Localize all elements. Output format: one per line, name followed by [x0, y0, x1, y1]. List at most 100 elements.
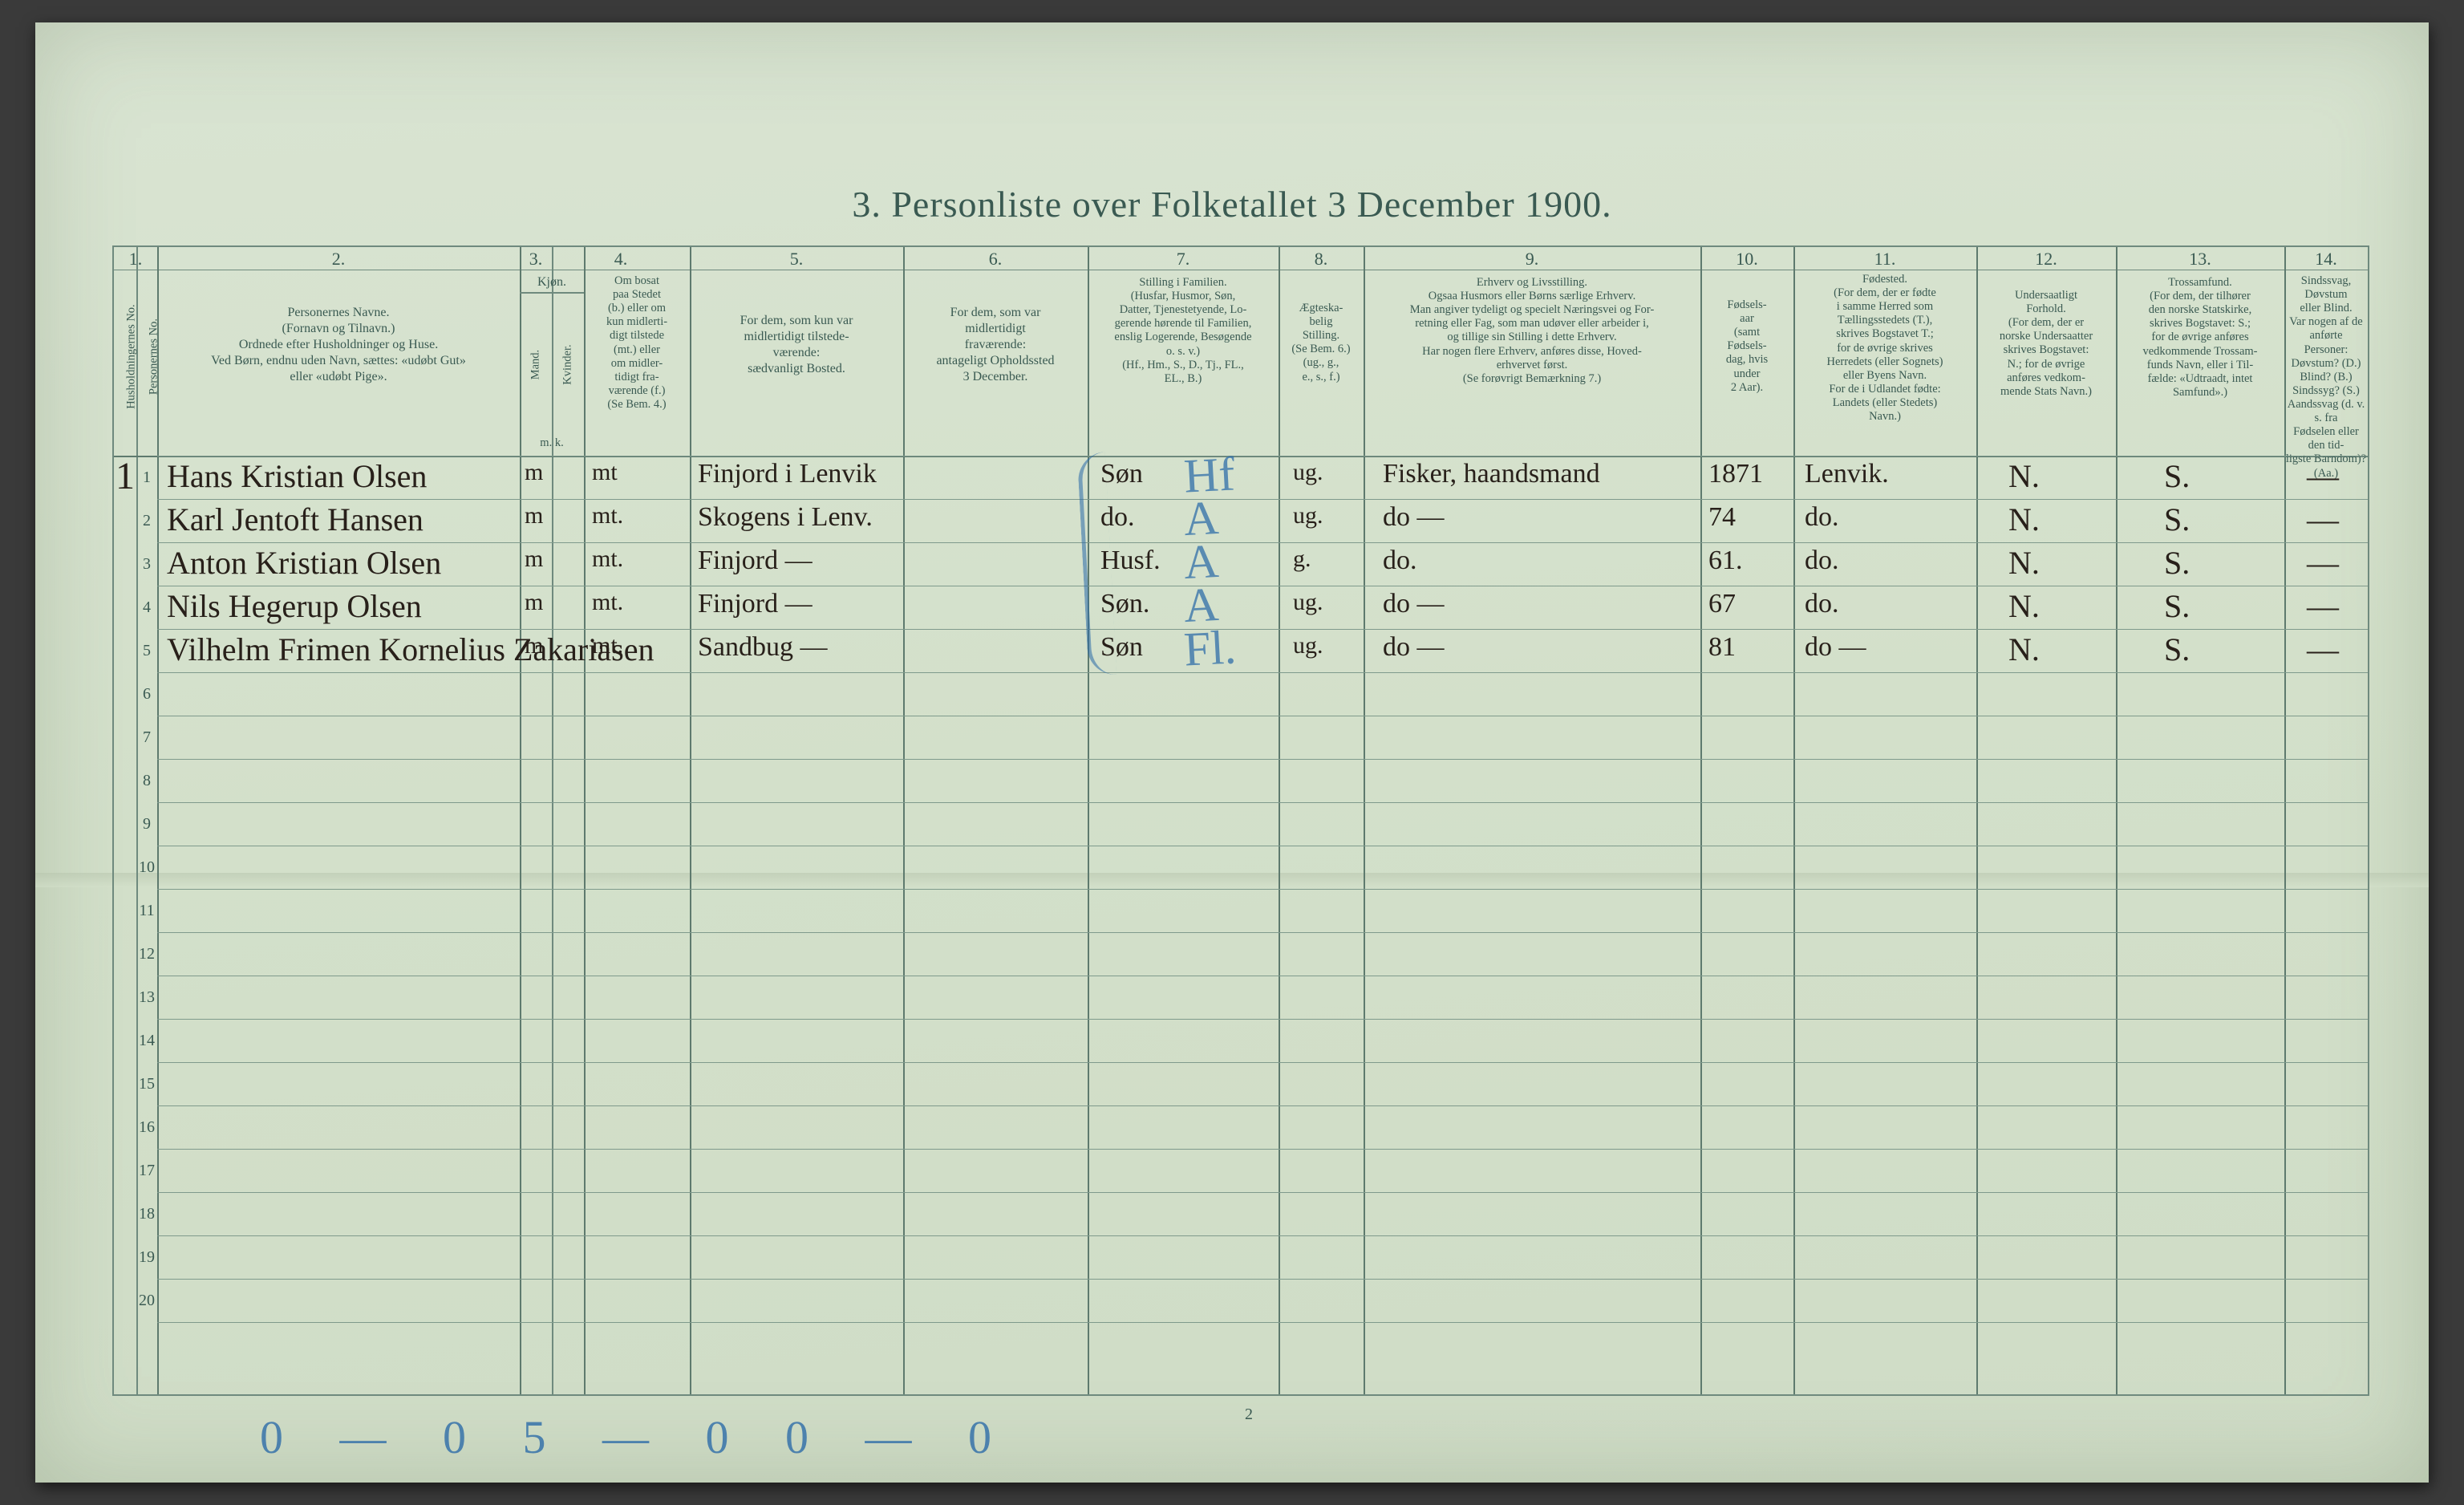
cell-name: Karl Jentoft Hansen — [167, 504, 424, 536]
cell-subject: N. — [2008, 634, 2040, 666]
cell-occupation: do. — [1383, 547, 1417, 574]
cell-sex_m: m — [525, 634, 543, 658]
column-header: Mand. — [529, 327, 542, 404]
cell-occupation: do — — [1383, 504, 1445, 531]
printed-row-number: 16 — [136, 1118, 157, 1137]
page-number: 2 — [1245, 1406, 1253, 1424]
cell-faith: S. — [2164, 547, 2190, 579]
header-band: Husholdningernes No.Personernes No.Perso… — [114, 270, 2368, 457]
cell-infirm: — — [2307, 504, 2339, 536]
cell-occupation: do — — [1383, 590, 1445, 618]
cell-marital: g. — [1293, 547, 1311, 571]
printed-row-number: 10 — [136, 858, 157, 877]
cell-subject: N. — [2008, 547, 2040, 579]
printed-row-number: 6 — [136, 685, 157, 704]
cell-faith: S. — [2164, 504, 2190, 536]
column-header: Sindssvag, Døvstum eller Blind. Var noge… — [2284, 274, 2368, 481]
cell-marital: ug. — [1293, 634, 1323, 658]
row-divider — [157, 1192, 2368, 1193]
crayon-tally: 0 — 0 5 — 0 0 — 0 — [260, 1410, 1014, 1464]
cell-subject: N. — [2008, 590, 2040, 623]
printed-row-number: 17 — [136, 1162, 157, 1180]
cell-birthplace: do. — [1805, 504, 1839, 531]
cell-birthplace: Lenvik. — [1805, 460, 1889, 488]
column-header: Kvinder. — [561, 327, 574, 404]
crayon-annotation: Fl. — [1182, 619, 1238, 677]
column-header: Fødested. (For dem, der er fødte i samme… — [1793, 273, 1976, 424]
cell-sex_m: m — [525, 504, 543, 528]
cell-temp_present: Skogens i Lenv. — [698, 504, 873, 531]
printed-row-number: 12 — [136, 945, 157, 963]
row-divider — [157, 1235, 2368, 1236]
cell-subject: N. — [2008, 504, 2040, 536]
cell-birthplace: do. — [1805, 590, 1839, 618]
column-header: For dem, som var midlertidigt fraværende… — [903, 305, 1088, 385]
cell-birthplace: do — — [1805, 634, 1866, 661]
row-divider — [157, 1019, 2368, 1020]
column-number: 6. — [903, 249, 1088, 268]
document-page: 3. Personliste over Folketallet 3 Decemb… — [35, 22, 2429, 1483]
column-number: 5. — [690, 249, 903, 268]
cell-resident: mt — [592, 460, 618, 485]
cell-marital: ug. — [1293, 590, 1323, 615]
cell-resident: mt. — [592, 590, 623, 615]
column-header: Erhverv og Livsstilling. Ogsaa Husmors e… — [1364, 276, 1700, 386]
printed-row-number: 8 — [136, 772, 157, 790]
row-divider — [157, 1322, 2368, 1323]
printed-row-number: 14 — [136, 1032, 157, 1050]
cell-occupation: Fisker, haandsmand — [1383, 460, 1600, 488]
cell-infirm: — — [2307, 634, 2339, 666]
cell-infirm: — — [2307, 460, 2339, 493]
row-divider — [157, 672, 2368, 673]
printed-row-number: 15 — [136, 1075, 157, 1093]
cell-name: Anton Kristian Olsen — [167, 547, 441, 579]
column-number: 7. — [1088, 249, 1279, 268]
column-number: 14. — [2284, 249, 2368, 268]
printed-row-number: 13 — [136, 988, 157, 1007]
column-header: Undersaatligt Forhold. (For dem, der er … — [1976, 289, 2116, 399]
row-divider — [157, 759, 2368, 760]
cell-temp_present: Finjord — — [698, 590, 813, 618]
row-divider — [157, 889, 2368, 890]
column-header: m. k. — [520, 436, 584, 450]
cell-marital: ug. — [1293, 460, 1323, 485]
column-header: Kjøn. — [520, 274, 584, 290]
column-header: Fødsels- aar (samt Fødsels- dag, hvis un… — [1700, 298, 1793, 395]
row-divider — [157, 1105, 2368, 1106]
cell-subject: N. — [2008, 460, 2040, 493]
column-header: Trossamfund. (For dem, der tilhører den … — [2116, 276, 2284, 400]
census-table: 1.2.3.4.5.6.7.8.9.10.11.12.13.14.Hushold… — [112, 245, 2369, 1396]
page-title: 3. Personliste over Folketallet 3 Decemb… — [35, 183, 2429, 225]
printed-row-number: 9 — [136, 815, 157, 834]
cell-birthyear: 61. — [1708, 547, 1743, 574]
column-header: Ægteska- belig Stilling. (Se Bem. 6.) (u… — [1279, 302, 1364, 384]
cell-occupation: do — — [1383, 634, 1445, 661]
column-number-row: 1.2.3.4.5.6.7.8.9.10.11.12.13.14. — [114, 247, 2368, 270]
column-number: 10. — [1700, 249, 1793, 268]
printed-row-number: 18 — [136, 1205, 157, 1223]
row-divider — [157, 1149, 2368, 1150]
printed-row-number: 11 — [136, 902, 157, 920]
cell-resident: mt. — [592, 504, 623, 528]
cell-infirm: — — [2307, 547, 2339, 579]
cell-name: Hans Kristian Olsen — [167, 460, 427, 493]
cell-birthyear: 67 — [1708, 590, 1736, 618]
cell-sex_m: m — [525, 547, 543, 571]
cell-hh: 1 — [116, 457, 135, 496]
row-divider — [157, 1062, 2368, 1063]
column-number: 4. — [552, 249, 690, 268]
cell-birthplace: do. — [1805, 547, 1839, 574]
column-number: 12. — [1976, 249, 2116, 268]
printed-row-number: 20 — [136, 1292, 157, 1310]
cell-infirm: — — [2307, 590, 2339, 623]
column-header: Personernes Navne. (Fornavn og Tilnavn.)… — [157, 305, 520, 385]
printed-row-number: 19 — [136, 1248, 157, 1267]
cell-resident: mt. — [592, 634, 623, 658]
cell-marital: ug. — [1293, 504, 1323, 528]
cell-temp_present: Finjord i Lenvik — [698, 460, 877, 488]
column-number: 13. — [2116, 249, 2284, 268]
row-divider — [157, 932, 2368, 933]
cell-faith: S. — [2164, 590, 2190, 623]
cell-temp_present: Sandbug — — [698, 634, 828, 661]
printed-row-number: 7 — [136, 728, 157, 747]
